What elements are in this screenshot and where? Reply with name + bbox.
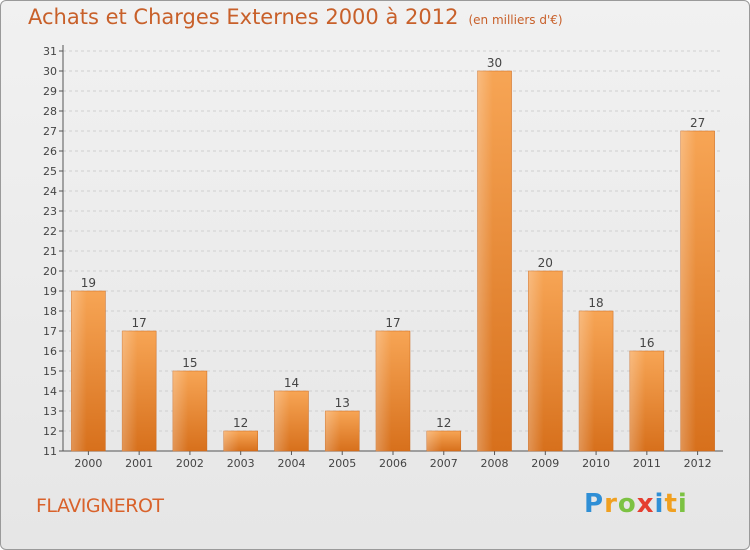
bar-highlight [376, 331, 392, 451]
x-tick-label: 2003 [227, 457, 255, 470]
bar-highlight [223, 431, 239, 451]
bar-value-label: 19 [81, 276, 96, 290]
bar-highlight [528, 271, 544, 451]
bar-highlight [172, 371, 189, 451]
bar-value-label: 12 [233, 416, 248, 430]
bars [71, 70, 715, 452]
y-tick-label: 24 [43, 185, 57, 198]
logo-letter: i [677, 489, 688, 519]
x-tick-label: 2000 [74, 457, 102, 470]
bar-highlight [629, 351, 646, 451]
x-tick-label: 2002 [176, 457, 204, 470]
y-tick-label: 22 [43, 225, 57, 238]
bar-value-label: 30 [487, 56, 502, 70]
bar-value-label: 16 [639, 336, 654, 350]
y-tick-label: 25 [43, 165, 57, 178]
chart-subtitle: (en milliers d'€) [468, 13, 563, 27]
chart-title-text: Achats et Charges Externes 2000 à 2012 [28, 5, 459, 29]
bar-highlight [325, 411, 341, 451]
y-tick-label: 16 [43, 345, 57, 358]
y-tick-label: 15 [43, 365, 57, 378]
x-tick-label: 2005 [328, 457, 356, 470]
x-tick-label: 2011 [633, 457, 661, 470]
bar-highlight [274, 391, 290, 451]
y-tick-label: 30 [43, 65, 57, 78]
y-tick-label: 27 [43, 125, 57, 138]
logo-letter: x [636, 489, 655, 519]
location-name: FLAVIGNEROT [36, 495, 164, 517]
x-tick-label: 2009 [531, 457, 559, 470]
x-tick-label: 2008 [481, 457, 509, 470]
x-tick-label: 2012 [684, 457, 712, 470]
bar-value-label: 27 [690, 116, 705, 130]
y-tick-label: 12 [43, 425, 57, 438]
y-axis: 11 12 13 14 15 16 17 18 19 20 21 22 23 24 25 26 27 28 29 30… [43, 45, 723, 458]
chart-title: Achats et Charges Externes 2000 à 2012 (e… [28, 5, 563, 29]
y-tick-label: 18 [43, 305, 57, 318]
proxiti-logo: Proxiti [584, 489, 688, 519]
labels: 19 2000 17 2001 15 2002 12 2003 14 2004 13 2005 17 20… [74, 56, 711, 470]
logo-letter: i [654, 489, 665, 519]
x-tick-label: 2007 [430, 457, 458, 470]
y-tick-label: 17 [43, 325, 57, 338]
x-tick-label: 2006 [379, 457, 407, 470]
logo-letter: r [604, 489, 618, 519]
bar-value-label: 17 [132, 316, 147, 330]
bar-highlight [477, 71, 493, 451]
bar-value-label: 18 [588, 296, 603, 310]
logo-letter: o [617, 489, 637, 519]
y-tick-label: 29 [43, 85, 57, 98]
y-tick-label: 19 [43, 285, 57, 298]
bar-highlight [71, 291, 87, 451]
y-tick-label: 14 [43, 385, 57, 398]
x-tick-label: 2004 [277, 457, 305, 470]
y-tick-label: 23 [43, 205, 57, 218]
x-tick-label: 2001 [125, 457, 153, 470]
y-tick-label: 28 [43, 105, 57, 118]
bar-value-label: 12 [436, 416, 451, 430]
y-tick-label: 21 [43, 245, 57, 258]
bar-highlight [426, 431, 443, 451]
bar-highlight [579, 311, 595, 451]
bar-value-label: 13 [335, 396, 350, 410]
bar-value-label: 20 [538, 256, 553, 270]
bar-value-label: 15 [182, 356, 197, 370]
bar-value-label: 17 [385, 316, 400, 330]
bar-value-label: 14 [284, 376, 299, 390]
y-tick-label: 20 [43, 265, 57, 278]
y-tick-label: 26 [43, 145, 57, 158]
y-tick-label: 13 [43, 405, 57, 418]
bar-highlight [680, 131, 696, 451]
bar-highlight [122, 331, 138, 451]
y-tick-label: 11 [43, 445, 57, 458]
logo-letter: t [664, 489, 678, 519]
logo-letter: P [584, 489, 605, 519]
x-tick-label: 2010 [582, 457, 610, 470]
y-tick-label: 31 [43, 45, 57, 58]
